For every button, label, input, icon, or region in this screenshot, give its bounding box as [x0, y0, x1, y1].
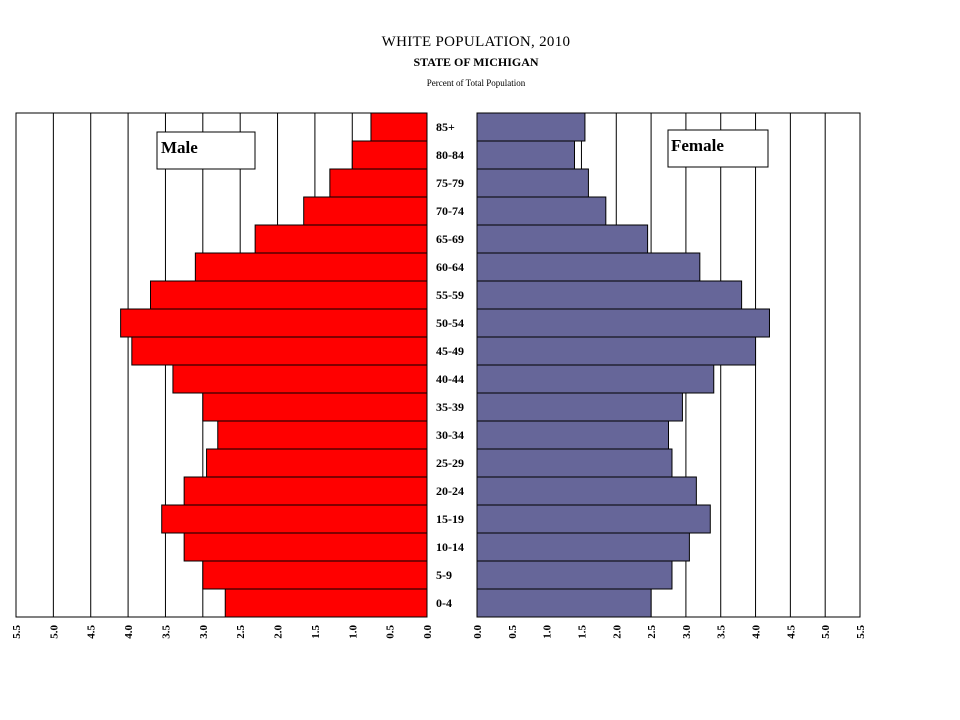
- female-x-tick-label: 3.5: [716, 625, 728, 639]
- age-group-label: 85+: [436, 120, 455, 134]
- age-group-label: 65-69: [436, 232, 464, 246]
- age-group-label: 30-34: [436, 428, 464, 442]
- age-group-label: 35-39: [436, 400, 464, 414]
- age-group-label: 80-84: [436, 148, 464, 162]
- female-x-tick-label: 0.5: [507, 625, 519, 639]
- male-x-tick-label: 4.0: [123, 625, 135, 639]
- female-x-tick-label: 4.5: [785, 625, 797, 639]
- male-bar: [120, 308, 428, 338]
- female-x-tick-label: 4.0: [751, 625, 763, 639]
- female-x-tick-label: 3.0: [681, 625, 693, 639]
- female-bar: [476, 224, 649, 254]
- male-x-tick-label: 0.0: [422, 625, 434, 639]
- female-bar: [476, 448, 673, 478]
- male-bar: [329, 168, 428, 198]
- female-x-tick-label: 1.5: [576, 625, 588, 639]
- legends: Male Female: [156, 129, 769, 170]
- female-panel: 0.0 0.5 1.0 1.5 2.0 2.5 3.0 3.5 4.0 4.5 5.0 5.5: [472, 112, 867, 639]
- female-bar: [476, 280, 743, 310]
- female-bar: [476, 196, 607, 226]
- age-group-label: 60-64: [436, 260, 464, 274]
- female-bar: [476, 476, 697, 506]
- male-legend-box: [156, 131, 256, 170]
- age-group-label: 70-74: [436, 204, 464, 218]
- male-x-tick-label: 0.5: [385, 625, 397, 639]
- age-group-label: 55-59: [436, 288, 464, 302]
- female-legend-label: Female: [671, 136, 724, 155]
- male-bar: [131, 336, 428, 366]
- female-bar: [476, 392, 683, 422]
- male-bar: [351, 140, 428, 170]
- male-x-tick-label: 1.0: [347, 625, 359, 639]
- male-x-tick-label: 5.5: [11, 625, 23, 639]
- female-x-tick-label: 2.0: [611, 625, 623, 639]
- chart-note: Percent of Total Population: [426, 78, 526, 88]
- female-x-tick-label: 2.5: [646, 625, 658, 639]
- male-bar: [183, 532, 428, 562]
- male-bar: [202, 392, 428, 422]
- age-labels: 0-4 5-9 10-14 15-19 20-24 25-29 30-34 35-39 40-4…: [436, 120, 464, 610]
- male-bar: [202, 560, 428, 590]
- age-group-label: 75-79: [436, 176, 464, 190]
- female-x-tick-label: 5.5: [855, 625, 867, 639]
- age-group-label: 40-44: [436, 372, 464, 386]
- age-group-label: 5-9: [436, 568, 452, 582]
- female-x-tick-label: 1.0: [542, 625, 554, 639]
- age-group-label: 0-4: [436, 596, 452, 610]
- age-group-label: 50-54: [436, 316, 464, 330]
- male-legend-label: Male: [161, 138, 198, 157]
- male-x-tick-label: 3.5: [160, 625, 172, 639]
- male-x-tick-label: 2.5: [235, 625, 247, 639]
- age-group-label: 45-49: [436, 344, 464, 358]
- age-group-label: 15-19: [436, 512, 464, 526]
- male-bar: [161, 504, 428, 534]
- female-legend-box: [667, 129, 769, 168]
- male-x-tick-label: 5.0: [48, 625, 60, 639]
- male-x-tick-label: 3.0: [198, 625, 210, 639]
- male-bar: [150, 280, 428, 310]
- male-bar: [194, 252, 428, 282]
- female-x-tick-label: 0.0: [472, 625, 484, 639]
- female-bar: [476, 168, 589, 198]
- female-bar: [476, 308, 770, 338]
- female-x-tick-label: 5.0: [820, 625, 832, 639]
- chart-subtitle: STATE OF MICHIGAN: [413, 55, 539, 69]
- male-x-tick-label: 1.5: [310, 625, 322, 639]
- age-group-label: 10-14: [436, 540, 464, 554]
- female-bar: [476, 420, 669, 450]
- male-panel: 0.0 0.5 1.0 1.5 2.0 2.5 3.0 3.5 4.0 4.5 5.0 5.5: [11, 112, 434, 639]
- male-bar: [370, 112, 428, 142]
- male-x-tick-label: 4.5: [86, 625, 98, 639]
- female-bar: [476, 560, 673, 590]
- age-group-label: 25-29: [436, 456, 464, 470]
- male-bar: [254, 224, 428, 254]
- male-bar: [172, 364, 428, 394]
- chart-title: WHITE POPULATION, 2010: [381, 34, 571, 50]
- male-bar: [183, 476, 428, 506]
- female-bar: [476, 112, 586, 142]
- female-bar: [476, 364, 715, 394]
- male-bar: [206, 448, 428, 478]
- age-group-label: 20-24: [436, 484, 464, 498]
- female-bar: [476, 504, 711, 534]
- female-bar: [476, 588, 652, 618]
- male-bar: [303, 196, 428, 226]
- female-bar: [476, 532, 690, 562]
- male-x-tick-label: 2.0: [273, 625, 285, 639]
- female-bar: [476, 140, 575, 170]
- female-bar: [476, 252, 701, 282]
- male-bar: [217, 420, 428, 450]
- male-bar: [224, 588, 428, 618]
- female-bar: [476, 336, 757, 366]
